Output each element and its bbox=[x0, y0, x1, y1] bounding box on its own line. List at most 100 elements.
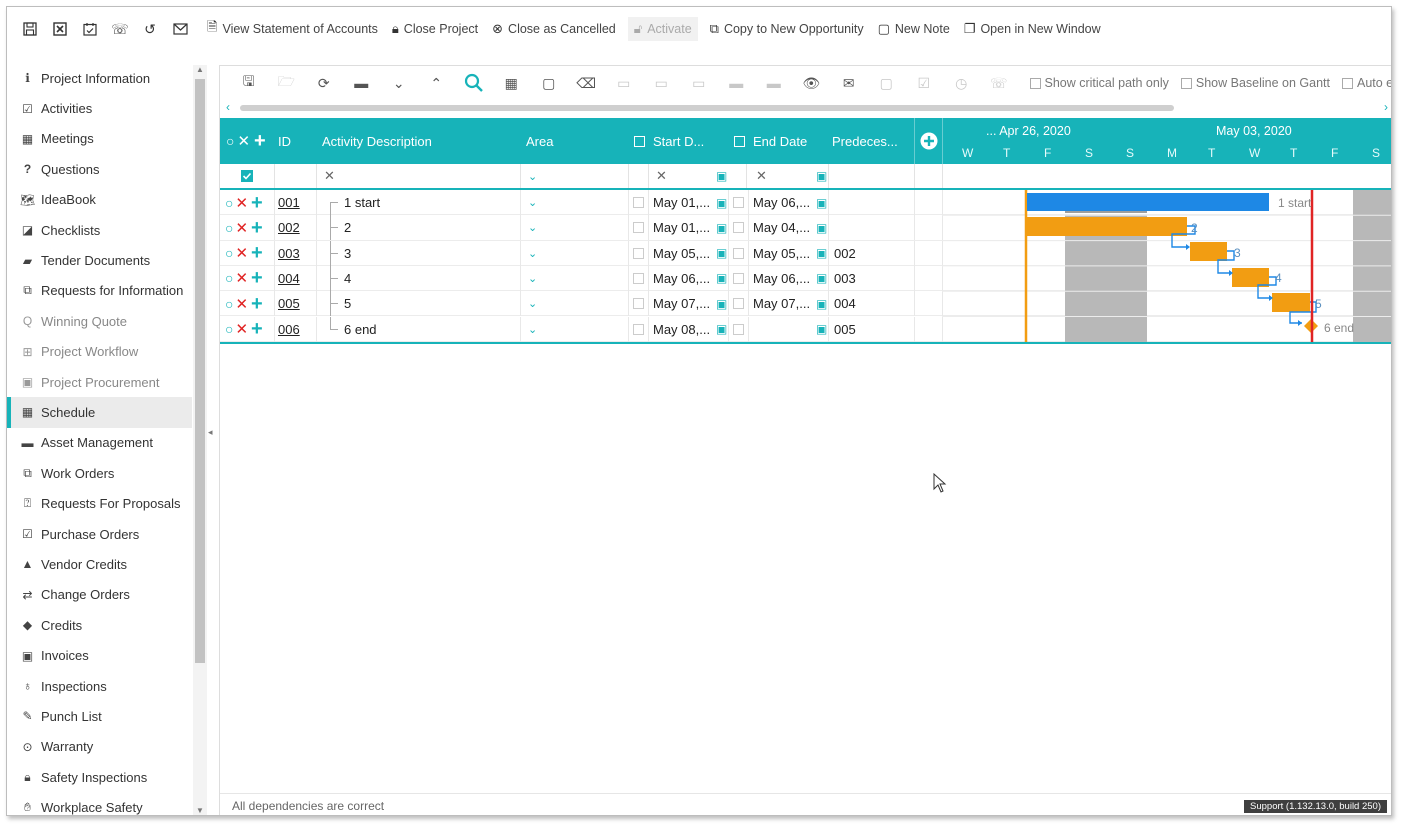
calendar-icon[interactable]: ▣ bbox=[716, 195, 728, 210]
calendar-icon[interactable]: ▣ bbox=[716, 246, 728, 261]
sidebar-scroll-thumb[interactable] bbox=[195, 79, 205, 663]
calendar-icon[interactable]: ▣ bbox=[816, 195, 828, 210]
row-id[interactable]: 006 bbox=[278, 317, 300, 342]
sidebar-item-activities[interactable]: ☑ Activities bbox=[7, 93, 192, 123]
sidebar-item-schedule[interactable]: ▦ Schedule bbox=[7, 397, 192, 428]
refresh-icon[interactable]: ⟳ bbox=[317, 74, 330, 91]
header-id[interactable]: ID bbox=[278, 133, 291, 149]
row-start-checkbox[interactable] bbox=[633, 190, 644, 215]
checkbox-box[interactable] bbox=[734, 135, 745, 147]
calendar-icon[interactable]: ▣ bbox=[716, 271, 728, 286]
sidebar-item-credits[interactable]: ◆ Credits bbox=[7, 610, 192, 640]
horizontal-scroll-thumb[interactable] bbox=[240, 105, 1174, 111]
sidebar-item-meetings[interactable]: ▦ Meetings bbox=[21, 131, 94, 147]
circle-icon[interactable]: ○ bbox=[225, 194, 234, 211]
table-row[interactable]: ○ ✕ + 005 5 ⌄ May 07,... ▣ May 07,... ▣ … bbox=[220, 291, 1391, 317]
bar-quarter-icon[interactable]: ▭ bbox=[654, 74, 668, 91]
sidebar-item-workplace-safety[interactable]: ✋︎ Workplace Safety bbox=[7, 792, 192, 815]
calendar-icon[interactable]: ▣ bbox=[816, 246, 828, 261]
row-start-date[interactable]: May 01,... bbox=[653, 220, 711, 236]
table-icon[interactable]: ▦ bbox=[504, 74, 518, 91]
close-cancelled-button[interactable]: ⊗ Close as Cancelled bbox=[492, 21, 616, 36]
add-icon[interactable]: + bbox=[251, 267, 263, 290]
search-icon[interactable] bbox=[455, 69, 493, 97]
id-link[interactable]: 005 bbox=[278, 296, 300, 312]
area-dropdown-icon[interactable]: ⌄ bbox=[528, 222, 538, 235]
mail-icon[interactable] bbox=[165, 14, 195, 44]
sidebar-item-tender-documents[interactable]: ▰ Tender Documents bbox=[7, 245, 192, 275]
delete-icon[interactable]: ✕ bbox=[235, 219, 249, 237]
delete-icon[interactable]: ✕ bbox=[235, 245, 249, 263]
row-id[interactable]: 004 bbox=[278, 266, 300, 291]
row-description[interactable]: 4 bbox=[344, 270, 352, 286]
area-dropdown-icon[interactable]: ⌄ bbox=[528, 298, 538, 311]
calendar-icon[interactable]: ▣ bbox=[716, 220, 728, 235]
table-row[interactable]: ○ ✕ + 004 4 ⌄ May 06,... ▣ May 06,... ▣ … bbox=[220, 265, 1391, 292]
clear-filter-icon[interactable]: ✕ bbox=[756, 168, 767, 183]
open-window-button[interactable]: ❐ Open in New Window bbox=[963, 21, 1101, 36]
header-area[interactable]: Area bbox=[526, 133, 554, 149]
eraser-icon[interactable]: ⌫ bbox=[576, 74, 597, 91]
sidebar-item-change-orders[interactable]: ⇄ Change Orders bbox=[7, 580, 192, 610]
close-box-icon[interactable] bbox=[45, 14, 75, 44]
row-start-date[interactable]: May 07,... bbox=[653, 296, 711, 312]
row-end-checkbox[interactable] bbox=[733, 291, 744, 316]
select-all-checkbox[interactable] bbox=[241, 164, 253, 188]
calendar-icon[interactable]: ▣ bbox=[816, 220, 828, 235]
id-link[interactable]: 001 bbox=[278, 195, 300, 210]
header-start-date[interactable]: Start D... bbox=[634, 118, 704, 164]
circle-icon[interactable]: ○ bbox=[225, 321, 234, 337]
row-predecessors[interactable]: 003 bbox=[834, 270, 856, 286]
clear-filter-icon[interactable]: ✕ bbox=[656, 168, 667, 183]
delete-icon[interactable]: ✕ bbox=[235, 194, 249, 212]
sidebar-item-asset-management[interactable]: ▬ Asset Management bbox=[21, 435, 154, 451]
calendar-icon[interactable]: ▣ bbox=[816, 322, 828, 336]
id-link[interactable]: 004 bbox=[278, 270, 300, 286]
row-description[interactable]: 5 bbox=[344, 296, 352, 312]
auto-checkbox[interactable]: Auto e bbox=[1342, 76, 1391, 90]
id-link[interactable]: 002 bbox=[278, 220, 300, 236]
circle-icon[interactable]: ○ bbox=[226, 133, 235, 149]
row-start-checkbox[interactable] bbox=[633, 215, 644, 240]
sidebar-item-warranty[interactable]: ⊙ Warranty bbox=[7, 732, 192, 762]
row-end-checkbox[interactable] bbox=[733, 215, 744, 240]
close-project-button[interactable]: 🔒︎ Close Project bbox=[391, 21, 479, 36]
note-icon[interactable]: ▢ bbox=[542, 74, 556, 91]
expand-all-icon[interactable]: ⌄ bbox=[392, 74, 405, 91]
row-end-date[interactable]: May 04,... bbox=[753, 220, 811, 236]
row-predecessors[interactable]: 005 bbox=[834, 321, 856, 337]
row-start-checkbox[interactable] bbox=[633, 291, 644, 316]
table-row[interactable]: ○ ✕ + 001 1 start ⌄ May 01,... ▣ May 06,… bbox=[220, 190, 1391, 216]
bar-threequarter-icon[interactable]: ▬ bbox=[729, 75, 744, 91]
header-end-date[interactable]: End Date bbox=[734, 118, 807, 164]
scroll-left-icon[interactable]: ‹ bbox=[226, 100, 230, 114]
row-description[interactable]: 6 end bbox=[344, 321, 377, 337]
bar-empty-icon[interactable]: ▭ bbox=[617, 74, 631, 91]
sidebar-item-vendor-credits[interactable]: ▲ Vendor Credits bbox=[21, 556, 127, 572]
scroll-up-icon[interactable]: ▲ bbox=[196, 65, 204, 74]
show-baseline-checkbox[interactable]: Show Baseline on Gantt bbox=[1180, 76, 1330, 90]
activate-button[interactable]: 🔓︎ Activate bbox=[627, 17, 698, 41]
row-description[interactable]: 1 start bbox=[344, 195, 381, 210]
row-start-date[interactable]: May 05,... bbox=[653, 245, 711, 261]
sidebar-item-punch-list[interactable]: ✎ Punch List bbox=[7, 701, 192, 731]
sidebar-scrollbar[interactable]: ▲ ▼ bbox=[193, 65, 207, 815]
sidebar-item-invoices[interactable]: ▣ Invoices bbox=[21, 648, 89, 664]
sidebar-item-requests-for-information[interactable]: ⧉ Requests for Information bbox=[7, 276, 192, 306]
row-id[interactable]: 003 bbox=[278, 241, 300, 266]
sidebar-item-work-orders[interactable]: ⧉ Work Orders bbox=[7, 458, 192, 488]
sidebar-item-project-procurement[interactable]: ▣ Project Procurement bbox=[21, 374, 160, 390]
row-id[interactable]: 002 bbox=[278, 215, 300, 240]
sidebar-item-inspections[interactable]: ♁ Inspections bbox=[7, 671, 192, 701]
id-link[interactable]: 006 bbox=[278, 321, 300, 337]
collapse-all-icon[interactable]: ⌃ bbox=[430, 74, 443, 91]
mail-icon[interactable]: ✉ bbox=[842, 74, 855, 91]
calendar-icon[interactable]: ▣ bbox=[716, 296, 728, 311]
row-id[interactable]: 005 bbox=[278, 291, 300, 316]
add-icon[interactable]: + bbox=[251, 242, 263, 265]
row-predecessors[interactable]: 002 bbox=[834, 245, 856, 261]
row-end-date[interactable]: May 07,... bbox=[753, 296, 811, 312]
close-icon[interactable]: ✕ bbox=[237, 133, 251, 150]
row-start-date[interactable]: May 01,... bbox=[653, 195, 711, 210]
sidebar-item-project-information[interactable]: ℹ Project Information bbox=[7, 63, 192, 93]
